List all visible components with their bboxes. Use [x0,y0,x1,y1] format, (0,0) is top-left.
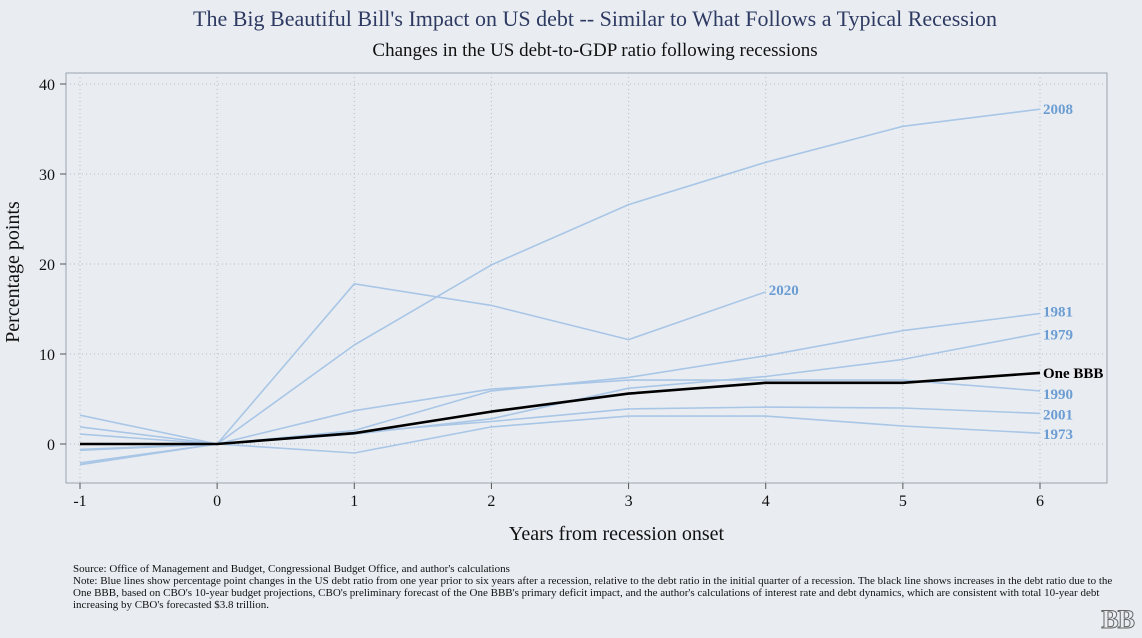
series-line-2020 [79,282,766,445]
source-note: Source: Office of Management and Budget,… [73,563,510,575]
methodology-note: Note: Blue lines show percentage point c… [73,575,1113,611]
series-line-1973 [79,415,1041,454]
x-tick-label: 1 [350,493,358,510]
series-line-2008 [79,108,1041,466]
x-tick-label: 0 [213,493,221,510]
series-line-one-bbb [80,371,1041,446]
series-label-2008: 2008 [1043,102,1073,118]
plot-frame [65,72,1108,484]
y-tick-label: 40 [39,77,55,94]
series-line-1979 [79,332,1041,451]
x-tick-label: -1 [73,493,86,510]
series-label-one-bbb: One BBB [1043,366,1103,382]
series-label-2020: 2020 [769,283,799,299]
x-axis-title: Years from recession onset [509,523,725,545]
series-line-1990 [79,379,1041,445]
chart-notes: Source: Office of Management and Budget,… [73,563,1113,611]
bb-logo: BB [1101,605,1136,635]
series-label-2001: 2001 [1043,407,1073,423]
y-tick-label: 30 [39,167,55,184]
x-tick-label: 6 [1036,493,1044,510]
chart-title: The Big Beautiful Bill's Impact on US de… [193,6,997,31]
y-axis-title: Percentage points [2,201,24,343]
series-label-1979: 1979 [1043,327,1073,343]
chart-subtitle: Changes in the US debt-to-GDP ratio foll… [372,40,818,61]
series-label-1990: 1990 [1043,387,1073,403]
series-label-1973: 1973 [1043,427,1073,443]
series-label-1981: 1981 [1043,305,1073,321]
x-tick-label: 2 [487,493,495,510]
line-chart: -1 0 1 2 3 4 5 6 0 10 20 30 40 Years from recession o… [2,72,1108,545]
y-tick-label: 0 [47,437,55,454]
x-tick-label: 5 [899,493,907,510]
x-tick-label: 4 [762,493,770,510]
y-tick-label: 10 [39,347,55,364]
x-tick-label: 3 [625,493,633,510]
series-line-1981 [79,312,1041,464]
y-tick-label: 20 [39,257,55,274]
